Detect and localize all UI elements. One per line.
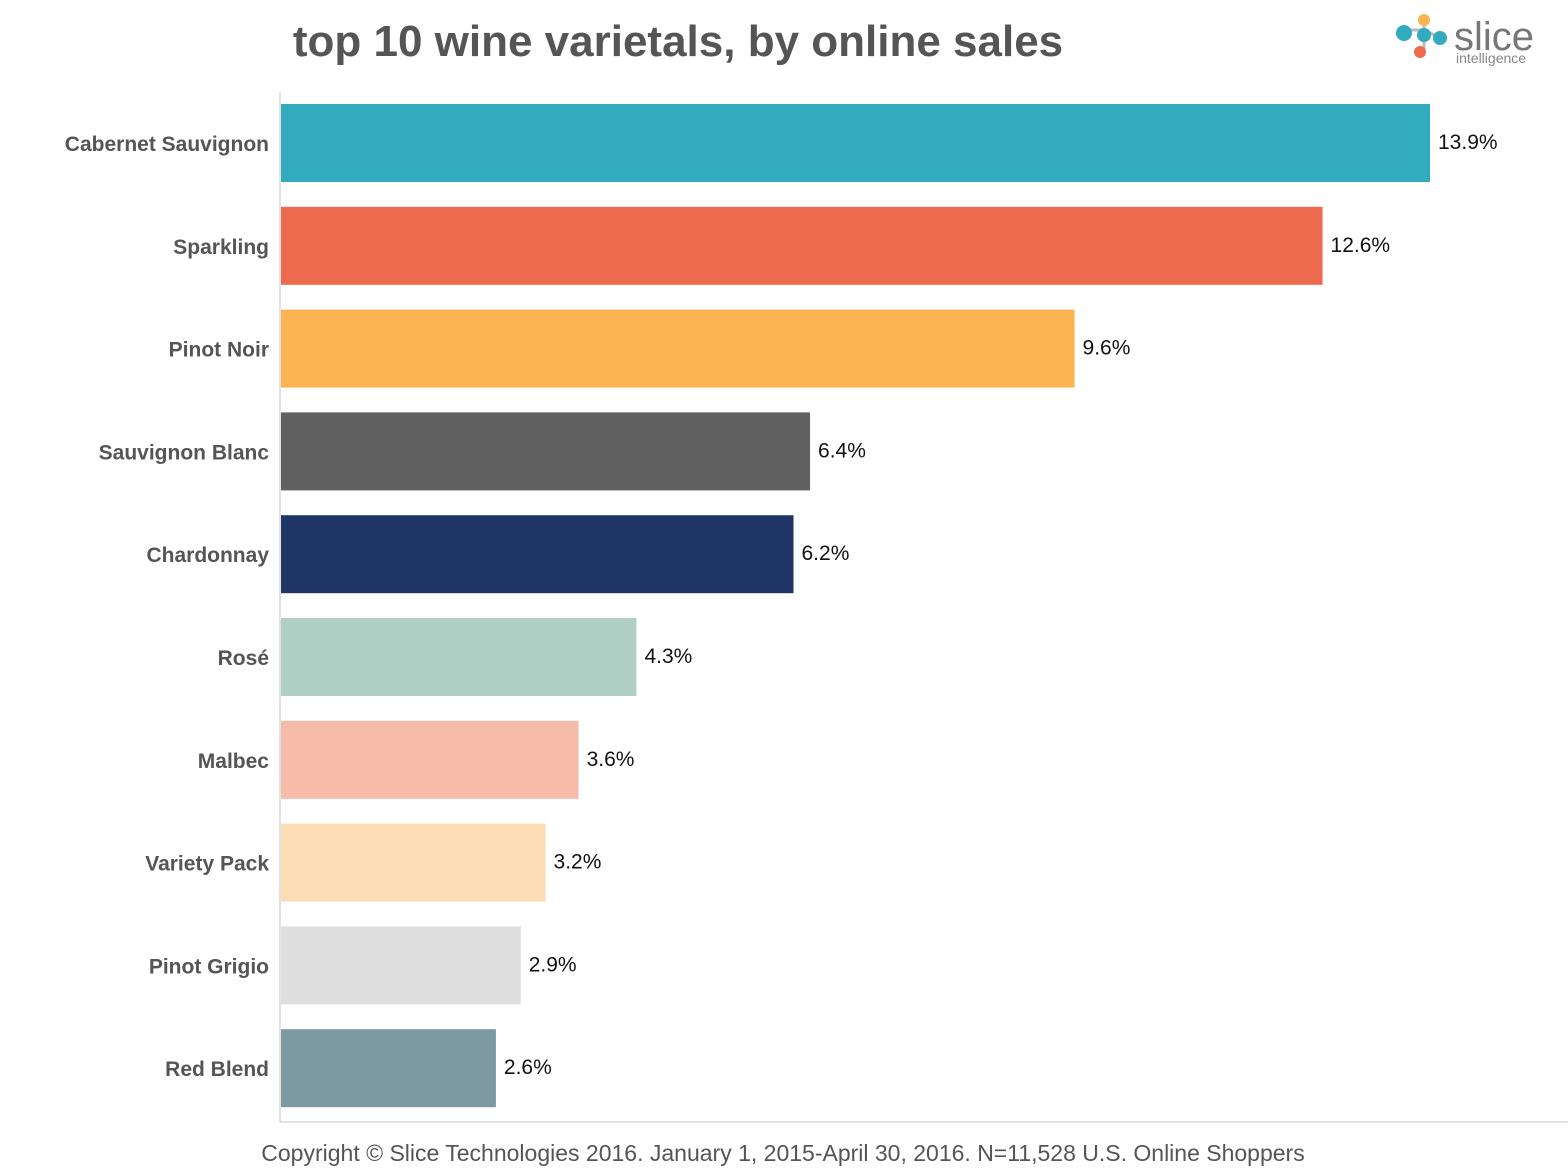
logo-subtitle: intelligence xyxy=(1456,50,1526,66)
bar xyxy=(281,618,637,696)
logo-dot xyxy=(1417,28,1431,42)
bar xyxy=(281,1029,496,1108)
bar xyxy=(281,309,1075,388)
category-label: Variety Pack xyxy=(145,853,269,876)
bar xyxy=(281,104,1430,182)
data-label: 13.9% xyxy=(1438,131,1498,154)
slice-logo: slice intelligence xyxy=(1396,14,1534,66)
category-label: Pinot Noir xyxy=(169,339,269,362)
bars: Cabernet Sauvignon 13.9% Sparkling 12.6% Pin… xyxy=(65,104,1498,1108)
logo-wordmark: slice xyxy=(1454,15,1534,59)
category-label: Red Blend xyxy=(165,1058,269,1081)
data-label: 6.4% xyxy=(818,439,866,462)
category-label: Sparkling xyxy=(173,236,269,259)
bar xyxy=(281,823,546,902)
copyright-footer: Copyright © Slice Technologies 2016. Jan… xyxy=(261,1140,1304,1166)
bar xyxy=(281,412,811,491)
slice-logo-icon xyxy=(1396,14,1447,58)
bar xyxy=(281,926,521,1005)
data-label: 3.6% xyxy=(587,748,635,771)
data-label: 9.6% xyxy=(1083,337,1131,360)
category-label: Chardonnay xyxy=(146,544,269,567)
logo-dot xyxy=(1418,14,1430,26)
category-label: Pinot Grigio xyxy=(149,955,269,978)
data-label: 6.2% xyxy=(802,542,850,565)
logo-dot xyxy=(1396,25,1412,41)
data-label: 3.2% xyxy=(554,851,602,874)
category-label: Cabernet Sauvignon xyxy=(65,133,269,156)
chart-title: top 10 wine varietals, by online sales xyxy=(293,17,1063,66)
category-label: Rosé xyxy=(218,647,269,670)
data-label: 12.6% xyxy=(1331,234,1391,257)
bar xyxy=(281,515,794,594)
logo-dot xyxy=(1433,31,1447,45)
category-label: Sauvignon Blanc xyxy=(99,441,270,464)
logo-dot xyxy=(1414,46,1426,58)
data-label: 2.9% xyxy=(529,953,577,976)
bar xyxy=(281,720,579,799)
bar xyxy=(281,206,1323,285)
data-label: 2.6% xyxy=(504,1056,552,1079)
category-label: Malbec xyxy=(198,750,270,773)
data-label: 4.3% xyxy=(644,645,692,668)
